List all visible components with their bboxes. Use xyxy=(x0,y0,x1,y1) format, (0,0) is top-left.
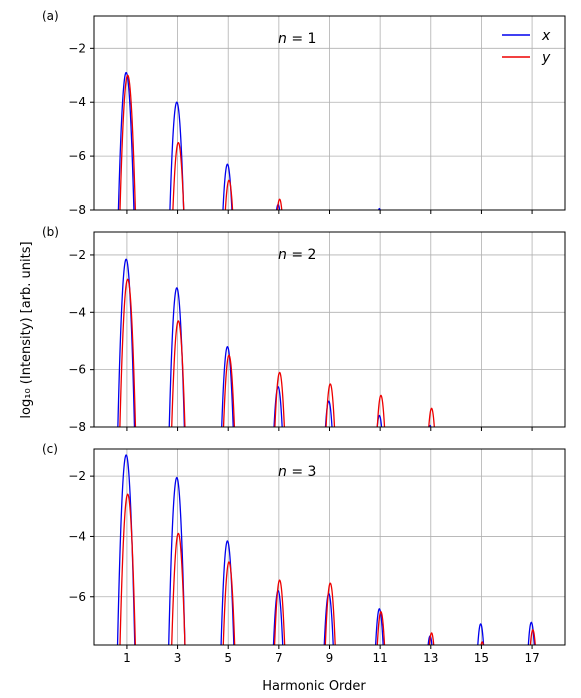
y-tick-label: −6 xyxy=(68,590,86,604)
x-tick-label: 15 xyxy=(474,651,489,665)
y-tick-label: −4 xyxy=(68,305,86,319)
series-x-line xyxy=(117,258,432,427)
panel-1: −2 −4 −6 −8 (a) n = 1 xy xyxy=(42,9,566,217)
panel-annotation: n = 3 xyxy=(278,464,316,480)
y-tick-label: −6 xyxy=(68,363,86,377)
y-tick-label: −2 xyxy=(68,41,86,55)
legend-label-x: x xyxy=(541,28,551,44)
y-tick-label: −6 xyxy=(68,149,86,163)
x-tick-label: 5 xyxy=(224,651,232,665)
panel-label: (a) xyxy=(42,9,59,23)
panel-label: (b) xyxy=(42,225,59,239)
x-tick-label: 13 xyxy=(423,651,438,665)
y-tick-label: −8 xyxy=(68,420,86,434)
series-x-line xyxy=(116,454,535,645)
x-axis-label: Harmonic Order xyxy=(262,679,366,694)
x-tick-label: 1 xyxy=(123,651,131,665)
x-tick-label: 17 xyxy=(524,651,539,665)
series-y-line xyxy=(119,493,536,645)
y-tick-label: −4 xyxy=(68,529,86,543)
x-tick-label: 7 xyxy=(275,651,283,665)
y-tick-label: −2 xyxy=(68,469,86,483)
panel-annotation: n = 1 xyxy=(278,31,316,47)
x-tick-label: 11 xyxy=(373,651,388,665)
panel-annotation: n = 2 xyxy=(278,247,316,263)
panel-label: (c) xyxy=(42,442,58,456)
series-y-line xyxy=(119,278,435,427)
y-tick-label: −4 xyxy=(68,95,86,109)
legend: xy xyxy=(502,28,551,66)
panel-3: −2−4−6(c)n = 31 3 5 7 9 11 13 15 17 xyxy=(42,442,566,665)
legend-label-y: y xyxy=(541,50,551,66)
series-x-line xyxy=(117,71,381,210)
y-tick-label: −2 xyxy=(68,248,86,262)
y-tick-label: −8 xyxy=(68,203,86,217)
panel-2: −2 −4 −6 −8 (b) n = 2 xyxy=(42,225,566,434)
x-tick-label: 9 xyxy=(326,651,334,665)
x-tick-label: 3 xyxy=(174,651,182,665)
y-axis-label: log₁₀ (Intensity) [arb. units] xyxy=(19,241,34,418)
